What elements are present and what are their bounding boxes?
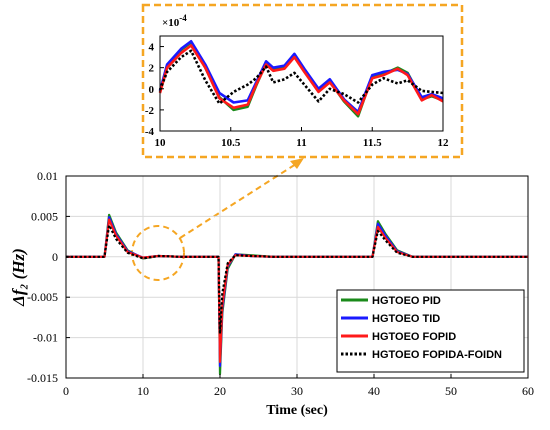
x-tick-label: 12 [438,137,450,149]
x-tick-label: 30 [291,384,303,398]
y-tick-label: -2 [145,105,155,117]
main-series-group [66,213,528,376]
y-tick-label: 2 [149,63,155,75]
x-tick-label: 10.5 [221,137,241,149]
main-ticks: 0 10 20 30 40 50 60 0.01 0.005 0 -0.005 -0.01 -0.015 [27,169,534,398]
zoom-ellipse [131,225,185,281]
x-tick-label: 11.5 [363,137,382,149]
zoom-pointer-line [179,163,297,239]
legend-label: HGTOEO TID [372,313,440,325]
legend-box [336,289,525,373]
x-tick-label: 20 [214,384,226,398]
zoom-pointer-arrowhead [290,158,304,169]
x-tick-label: 10 [155,137,167,149]
y-tick-label: -4 [145,126,155,138]
legend-label: HGTOEO FOPID [372,331,456,343]
series-line-hgtoeo-pid [158,40,444,118]
x-axis-label: Time (sec) [266,403,328,418]
y-tick-label: 0.01 [37,169,58,183]
y-axis-label: Δf₂ (Hz) [9,248,28,307]
series-line-hgtoeo-fopida-foidn [66,224,528,335]
series-line-hgtoeo-tid [158,39,444,114]
series-line-hgtoeo-fopid [158,44,444,116]
inset-scale-label: ×10-4 [162,13,187,29]
x-tick-label: 50 [445,384,457,398]
legend-label: HGTOEO FOPIDA-FOIDN [372,349,502,361]
inset-series-group [158,39,444,118]
y-tick-label: -0.005 [27,290,58,304]
y-tick-label: 0 [52,250,58,264]
legend: HGTOEO PID HGTOEO TID HGTOEO FOPID HGTOEO F… [336,289,525,373]
y-tick-label: 0.005 [31,209,58,223]
y-tick-label: -0.015 [27,371,58,385]
series-line-hgtoeo-fopida-foidn [158,49,444,105]
x-tick-label: 10 [137,384,149,398]
x-tick-label: 40 [368,384,380,398]
legend-label: HGTOEO PID [372,295,441,307]
y-tick-label: -0.01 [33,331,58,345]
inset-ticks: 10 10.5 11 11.5 12 4 2 0 -2 -4 [145,42,449,149]
y-tick-label: 4 [149,42,155,54]
y-tick-label: 0 [149,84,155,96]
x-tick-label: 0 [63,384,69,398]
inset-frame [141,3,464,159]
x-tick-label: 11 [296,137,306,149]
x-tick-label: 60 [522,384,534,398]
